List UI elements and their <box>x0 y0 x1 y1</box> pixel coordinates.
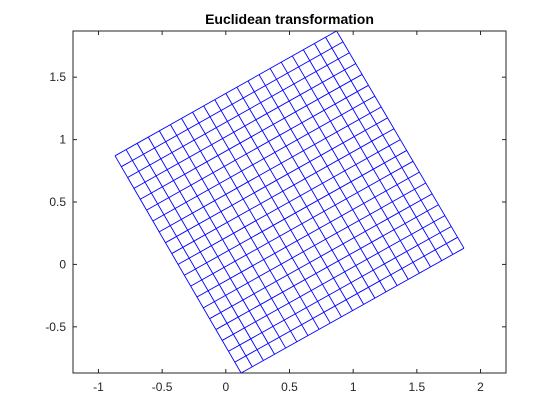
grid-line-u <box>114 31 337 157</box>
x-tick-label: 1 <box>350 380 357 394</box>
grid-line-u <box>146 84 369 211</box>
grid-line-v <box>225 93 353 311</box>
x-tick-label: 0.5 <box>281 380 298 394</box>
grid-line-u <box>152 95 376 222</box>
y-tick-label: 0 <box>59 257 66 271</box>
grid-line-u <box>127 52 350 178</box>
transformed-grid <box>114 31 465 373</box>
x-tick-label: 0 <box>222 380 229 394</box>
grid-line-v <box>258 74 387 293</box>
chart-title: Euclidean transformation <box>205 11 374 27</box>
x-tick-label: 1.5 <box>409 380 426 394</box>
grid-line-v <box>325 37 454 255</box>
grid-line-v <box>314 43 443 261</box>
y-tick-label: 0.5 <box>49 195 66 209</box>
y-tick-label: -0.5 <box>45 320 66 334</box>
grid-line-u <box>171 128 395 254</box>
grid-line-u <box>165 117 388 244</box>
grid-line-v <box>302 49 431 268</box>
grid-line-v <box>247 80 376 299</box>
grid-line-v <box>291 55 420 274</box>
grid-line-u <box>133 63 356 189</box>
grid-line-u <box>140 74 363 200</box>
grid-line-v <box>269 68 398 286</box>
grid-line-v <box>280 61 409 280</box>
x-tick-label: -0.5 <box>152 380 173 394</box>
y-tick-label: 1 <box>59 133 66 147</box>
x-axis: -1 -0.5 0 0.5 1 1.5 2 <box>93 31 484 394</box>
grid-line-v <box>236 86 365 305</box>
y-tick-label: 1.5 <box>49 70 66 84</box>
y-axis: -0.5 0 0.5 1 1.5 <box>45 70 506 334</box>
grid-line-u <box>158 106 382 233</box>
x-tick-label: 2 <box>477 380 484 394</box>
x-tick-label: -1 <box>93 380 104 394</box>
grid-line-v <box>336 31 465 249</box>
grid-line-u <box>121 41 344 168</box>
